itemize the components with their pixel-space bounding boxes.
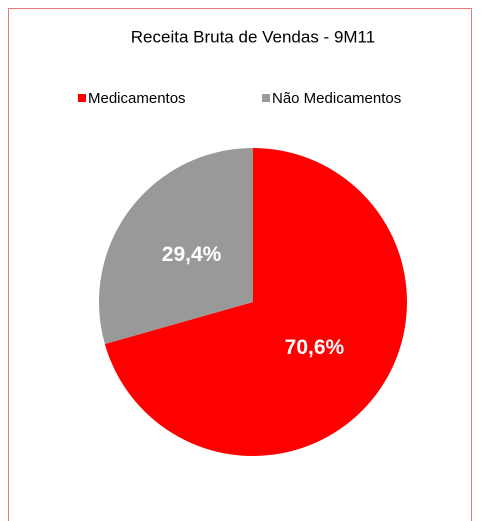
pie-slice [104,148,407,456]
chart-border [8,8,472,521]
data-label: 70,6% [285,336,345,359]
pie-slice [98,148,254,345]
legend-swatch [262,94,270,102]
legend-label: Não Medicamentos [272,90,401,107]
legend-swatch [78,94,86,102]
legend-label: Medicamentos [88,90,186,107]
data-label: 29,4% [162,243,222,266]
chart-title: Receita Bruta de Vendas - 9M11 [131,27,375,46]
